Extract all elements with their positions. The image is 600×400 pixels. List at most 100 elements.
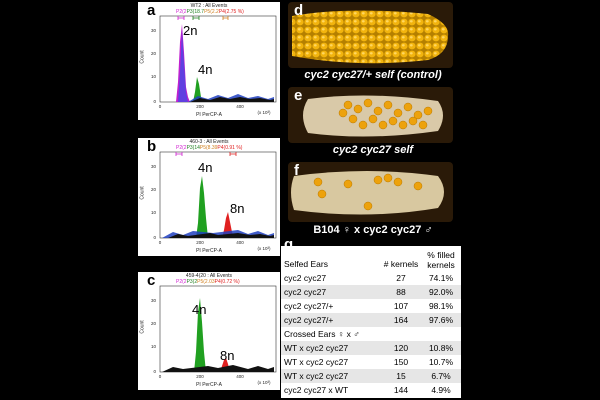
panel-letter-e: e <box>294 87 303 104</box>
panel-letter-d: d <box>294 2 304 19</box>
table-cell: 107 <box>393 301 409 311</box>
table-cell: 150 <box>393 357 409 367</box>
y-tick-label: 30 <box>151 164 157 169</box>
table-cell: 4.9% <box>431 385 451 395</box>
y-tick-label: 20 <box>151 187 157 192</box>
gate-label: P2(2 <box>176 9 187 15</box>
caption-self: cyc2 cyc27 self <box>332 144 414 156</box>
x-tick-label: 200 <box>196 240 204 245</box>
x-tick-label: 400 <box>236 374 244 379</box>
table-row: cyc2 cyc27 27 74.1% <box>281 271 461 285</box>
table-cell: 88 <box>396 287 406 297</box>
table-row: WT x cyc2 cyc27 15 6.7% <box>281 369 461 383</box>
ear-photo-control <box>288 2 453 68</box>
panel-letter-g: g <box>284 236 294 253</box>
y-tick-label: 0 <box>153 235 156 240</box>
corn-ear-image <box>291 171 444 215</box>
table-cell: 92.0% <box>428 287 454 297</box>
kernel-table: Selfed Ears # kernels % filled kernels c… <box>281 246 461 398</box>
table-cell: cyc2 cyc27/+ <box>284 301 334 311</box>
table-cell: 120 <box>393 343 409 353</box>
y-tick-label: 0 <box>153 99 156 104</box>
caption-cross: B104 ♀ x cyc2 cyc27 ♂ <box>313 224 433 236</box>
x-tick-label: 200 <box>196 104 204 109</box>
ear-photo-cross <box>288 162 453 222</box>
table-cell: 164 <box>393 315 409 325</box>
table-cell: 10.8% <box>428 343 454 353</box>
table-cell: 27 <box>396 273 406 283</box>
x-tick-label: 0 <box>159 240 162 245</box>
y-tick-label: 30 <box>151 298 157 303</box>
table-cell: 97.6% <box>428 315 454 325</box>
gate-label: P5(8.39 <box>199 145 218 151</box>
table-cell: WT x cyc2 cyc27 <box>284 357 349 367</box>
table-header: % filled kernels <box>427 250 455 270</box>
panel-title: WT2 : All Events <box>190 3 228 9</box>
x-axis-label: PI PerCP-A <box>196 112 222 118</box>
table-row: cyc2 cyc27 88 92.0% <box>281 285 461 299</box>
gate-label: P3(18.7 <box>186 9 205 15</box>
gate-label: P5(2.2 <box>204 9 219 15</box>
gate-label: P3(2 <box>186 279 198 285</box>
histogram-panel-c: 459-4(20 : All Events P2(2P3(2P5(2.03P4(… <box>138 272 280 390</box>
panel-letter-b: b <box>147 138 157 155</box>
ploidy-label-4n: 4n <box>198 62 213 77</box>
table-cell: cyc2 cyc27 <box>284 287 327 297</box>
gate-label: P4(2.75 %) <box>218 9 244 15</box>
ploidy-label-4n: 4n <box>198 160 213 175</box>
y-tick-label: 10 <box>151 344 157 349</box>
table-cell: cyc2 cyc27 x WT <box>284 385 349 395</box>
table-row: cyc2 cyc27 x WT 144 4.9% <box>281 383 461 397</box>
y-tick-label: 30 <box>151 28 157 33</box>
x-tick-label: 0 <box>159 104 162 109</box>
gate-label: P4(0.72 %) <box>214 279 240 285</box>
table-header: Selfed Ears <box>284 259 328 269</box>
x-unit-label: (x 10³) <box>257 380 271 385</box>
x-axis-label: PI PerCP-A <box>196 382 222 388</box>
corn-ear-image <box>303 95 443 137</box>
table-header: Crossed Ears ♀ x ♂ <box>284 329 360 339</box>
gate-label: P2(2 <box>176 279 187 285</box>
y-tick-label: 20 <box>151 51 157 56</box>
table-row: cyc2 cyc27/+ 107 98.1% <box>281 299 461 313</box>
ear-photo-self <box>288 87 453 143</box>
panel-letter-a: a <box>147 2 156 19</box>
gate-label: P3(14 <box>186 145 200 151</box>
x-tick-label: 0 <box>159 374 162 379</box>
table-section-header: Crossed Ears ♀ x ♂ <box>281 327 461 341</box>
corn-ear-image <box>292 10 449 64</box>
table-cell: 10.7% <box>428 357 454 367</box>
gate-label: P2(2 <box>176 145 187 151</box>
ploidy-label-8n: 8n <box>230 201 245 216</box>
table-cell: WT x cyc2 cyc27 <box>284 343 349 353</box>
x-tick-label: 400 <box>236 104 244 109</box>
table-cell: 74.1% <box>428 273 454 283</box>
histogram-plot: 30 20 10 0 0 200 400 (x 10³) <box>151 285 277 385</box>
x-unit-label: (x 10³) <box>257 246 271 251</box>
y-tick-label: 0 <box>153 369 156 374</box>
table-cell: cyc2 cyc27 <box>284 273 327 283</box>
y-tick-label: 10 <box>151 74 157 79</box>
panel-letter-f: f <box>294 162 299 179</box>
ploidy-label-2n: 2n <box>183 23 198 38</box>
gate-labels: P2(2P3(18.7P5(2.2P4(2.75 %) <box>176 9 244 15</box>
table-cell: 6.7% <box>431 371 451 381</box>
table-header-row: Selfed Ears # kernels % filled kernels <box>281 250 461 270</box>
table-cell: 15 <box>396 371 406 381</box>
x-axis-label: PI PerCP-A <box>196 248 222 254</box>
y-tick-label: 20 <box>151 321 157 326</box>
table-cell: 144 <box>393 385 409 395</box>
table-row: WT x cyc2 cyc27 150 10.7% <box>281 355 461 369</box>
panel-letter-c: c <box>147 272 156 289</box>
table-row: WT x cyc2 cyc27 120 10.8% <box>281 341 461 355</box>
caption-control: cyc2 cyc27/+ self (control) <box>304 69 442 81</box>
panel-title: 460-3 : All Events <box>189 139 229 145</box>
table-cell: WT x cyc2 cyc27 <box>284 371 349 381</box>
table-cell: 98.1% <box>428 301 454 311</box>
table-row: cyc2 cyc27/+ 164 97.6% <box>281 313 461 327</box>
ploidy-label-4n: 4n <box>192 302 207 317</box>
gate-markers <box>177 16 229 20</box>
histogram-plot: 30 20 10 0 0 200 400 (x 10³) <box>151 15 277 115</box>
x-tick-label: 400 <box>236 240 244 245</box>
panel-title: 459-4(20 : All Events <box>185 273 233 279</box>
